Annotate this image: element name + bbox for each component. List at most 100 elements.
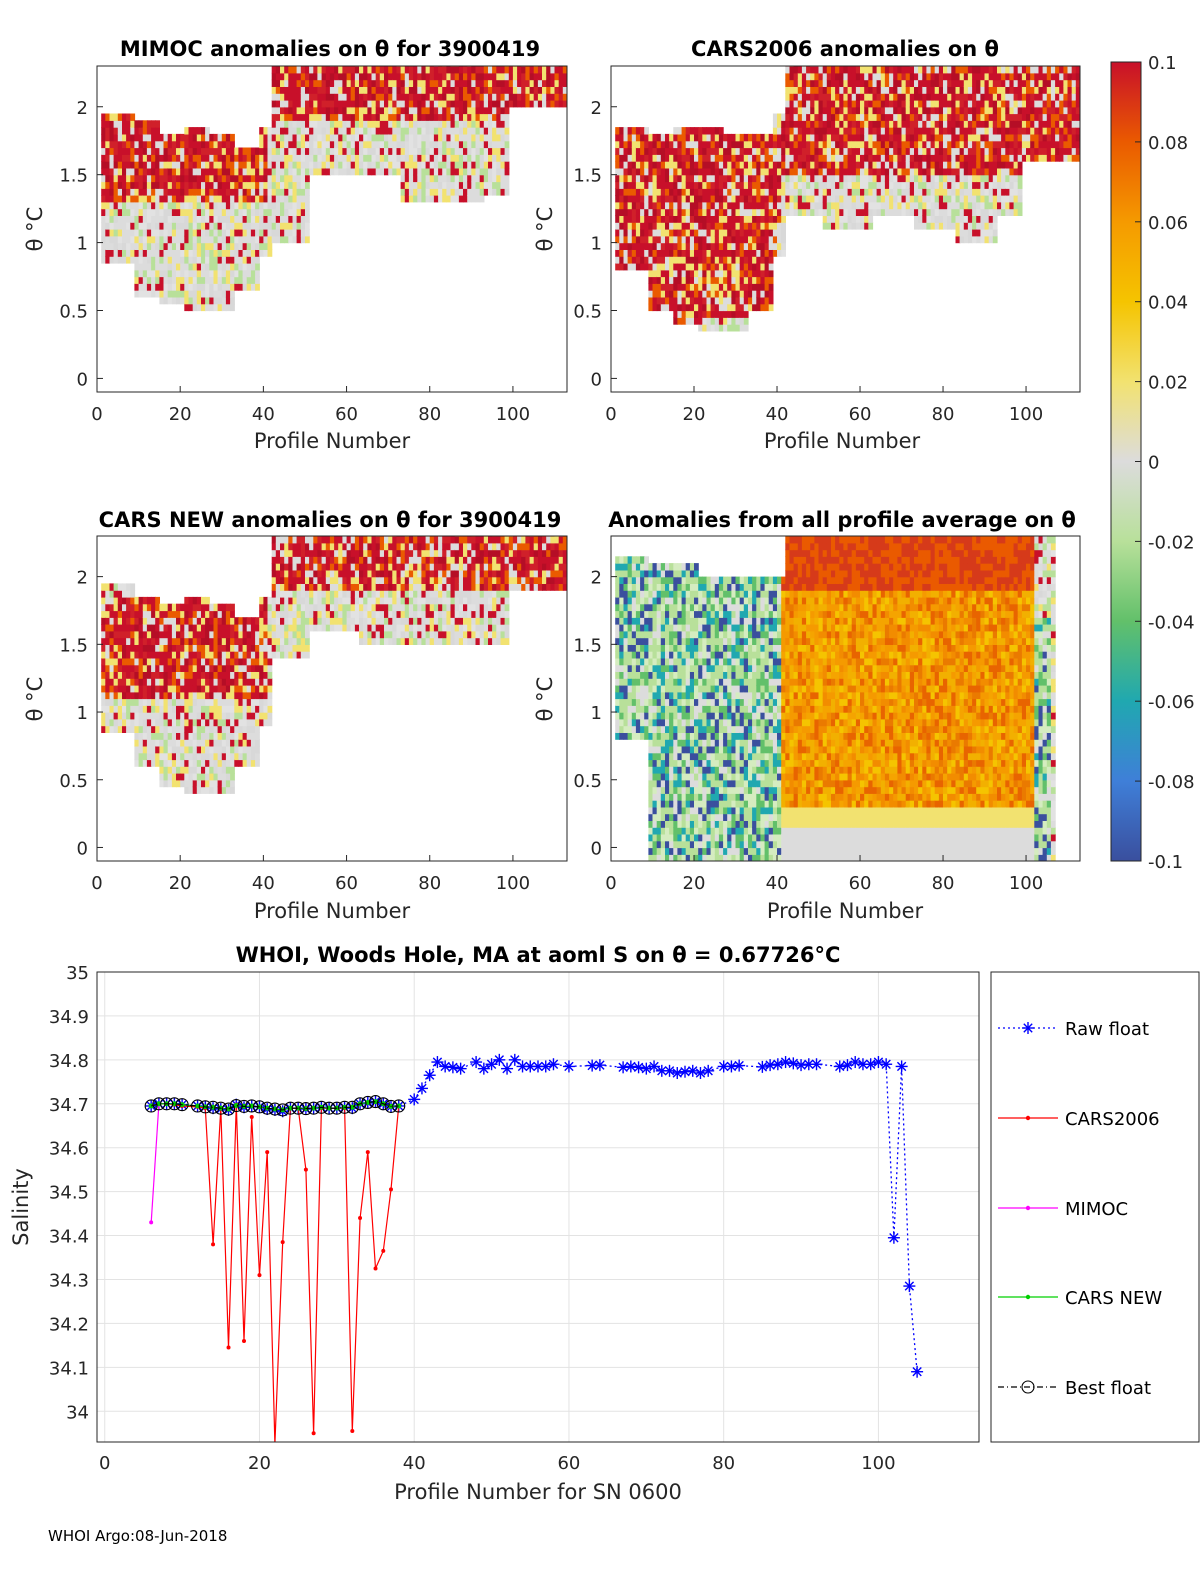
heatmap-cell <box>467 113 472 121</box>
heatmap-cell <box>860 86 865 94</box>
heatmap-cell <box>105 630 111 639</box>
heatmap-cell <box>980 79 986 87</box>
heatmap-cell <box>980 222 986 230</box>
heatmap-cell <box>350 72 356 81</box>
heatmap-cell <box>714 161 720 169</box>
heatmap-cell <box>739 303 745 312</box>
heatmap-cell <box>201 188 206 196</box>
heatmap-cell <box>980 161 986 169</box>
heatmap-cell <box>905 161 911 169</box>
heatmap-cell <box>681 133 687 142</box>
heatmap-cell <box>134 222 140 230</box>
heatmap-cell <box>280 127 285 135</box>
heatmap-cell <box>188 256 194 264</box>
heatmap-cell <box>889 120 894 128</box>
heatmap-cell <box>640 242 645 250</box>
heatmap-cell <box>122 242 127 250</box>
heatmap-cell <box>296 188 302 196</box>
heatmap-cell <box>105 195 111 203</box>
heatmap-cell <box>644 188 649 196</box>
heatmap-cell <box>146 276 152 284</box>
heatmap-cell <box>1055 133 1060 142</box>
heatmap-cell <box>217 283 223 291</box>
heatmap-cell <box>934 147 940 155</box>
heatmap-cell <box>793 93 799 101</box>
heatmap-cell <box>901 208 907 216</box>
heatmap-cell <box>109 113 115 121</box>
heatmap-cell <box>673 147 679 155</box>
heatmap-cell <box>1059 79 1064 87</box>
heatmap-cell <box>785 167 791 176</box>
heatmap-cell <box>619 133 625 142</box>
heatmap-cell <box>627 208 633 216</box>
heatmap-cell <box>698 140 703 149</box>
heatmap-cell <box>230 215 235 223</box>
heatmap-cell <box>122 167 127 176</box>
heatmap-cell <box>1013 181 1019 189</box>
heatmap-cell <box>205 174 210 183</box>
heatmap-cell <box>955 154 961 162</box>
heatmap-cell <box>619 222 625 230</box>
heatmap-cell <box>238 269 244 278</box>
heatmap-cell <box>839 161 845 169</box>
heatmap-cell <box>768 242 774 250</box>
heatmap-cell <box>234 235 240 244</box>
heatmap-cell <box>951 100 957 108</box>
heatmap-cell <box>702 133 708 142</box>
heatmap-cell <box>280 140 285 149</box>
heatmap-cell <box>280 133 285 142</box>
heatmap-cell <box>806 66 811 74</box>
heatmap-cell <box>801 113 807 121</box>
heatmap-cell <box>760 256 766 264</box>
heatmap-cell <box>619 229 625 237</box>
heatmap-cell <box>338 120 343 128</box>
heatmap-cell <box>814 188 820 196</box>
heatmap-cell <box>300 147 306 155</box>
heatmap-cell <box>321 133 327 142</box>
heatmap-cell <box>429 72 435 81</box>
heatmap-cell <box>822 140 828 149</box>
heatmap-cell <box>433 72 439 81</box>
heatmap-cell <box>321 127 327 135</box>
heatmap-cell <box>772 127 778 135</box>
heatmap-cell <box>171 229 177 237</box>
heatmap-cell <box>400 72 406 81</box>
heatmap-cell <box>743 249 749 257</box>
heatmap-cell <box>230 296 235 305</box>
heatmap-cell <box>652 263 658 271</box>
heatmap-cell <box>635 133 641 142</box>
heatmap-cell <box>718 154 724 162</box>
heatmap-cell <box>255 276 260 284</box>
heatmap-cell <box>230 290 235 298</box>
heatmap-cell <box>309 79 314 87</box>
heatmap-cell <box>685 256 691 264</box>
heatmap-cell <box>1038 66 1044 74</box>
heatmap-cell <box>1013 167 1019 176</box>
heatmap-cell <box>831 181 836 189</box>
mimoc-ylabel: θ °C <box>23 207 47 252</box>
heatmap-cell <box>951 154 957 162</box>
heatmap-cell <box>134 235 140 244</box>
heatmap-cell <box>155 249 160 257</box>
heatmap-cell <box>814 79 820 87</box>
heatmap-cell <box>213 283 219 291</box>
heatmap-cell <box>884 133 890 142</box>
heatmap-cell <box>988 106 994 115</box>
heatmap-cell <box>1038 66 1044 67</box>
heatmap-cell <box>631 263 637 271</box>
heatmap-cell <box>976 86 981 94</box>
heatmap-cell <box>955 147 961 155</box>
heatmap-cell <box>623 215 629 223</box>
heatmap-cell <box>743 290 749 298</box>
heatmap-cell <box>673 188 679 196</box>
heatmap-cell <box>263 188 269 196</box>
heatmap-cell <box>876 66 882 74</box>
heatmap-cell <box>752 276 757 284</box>
heatmap-cell <box>822 93 828 101</box>
heatmap-cell <box>1009 133 1015 142</box>
heatmap-cell <box>689 181 695 189</box>
heatmap-cell <box>922 147 928 155</box>
heatmap-cell <box>760 208 766 216</box>
heatmap-cell <box>201 276 206 284</box>
